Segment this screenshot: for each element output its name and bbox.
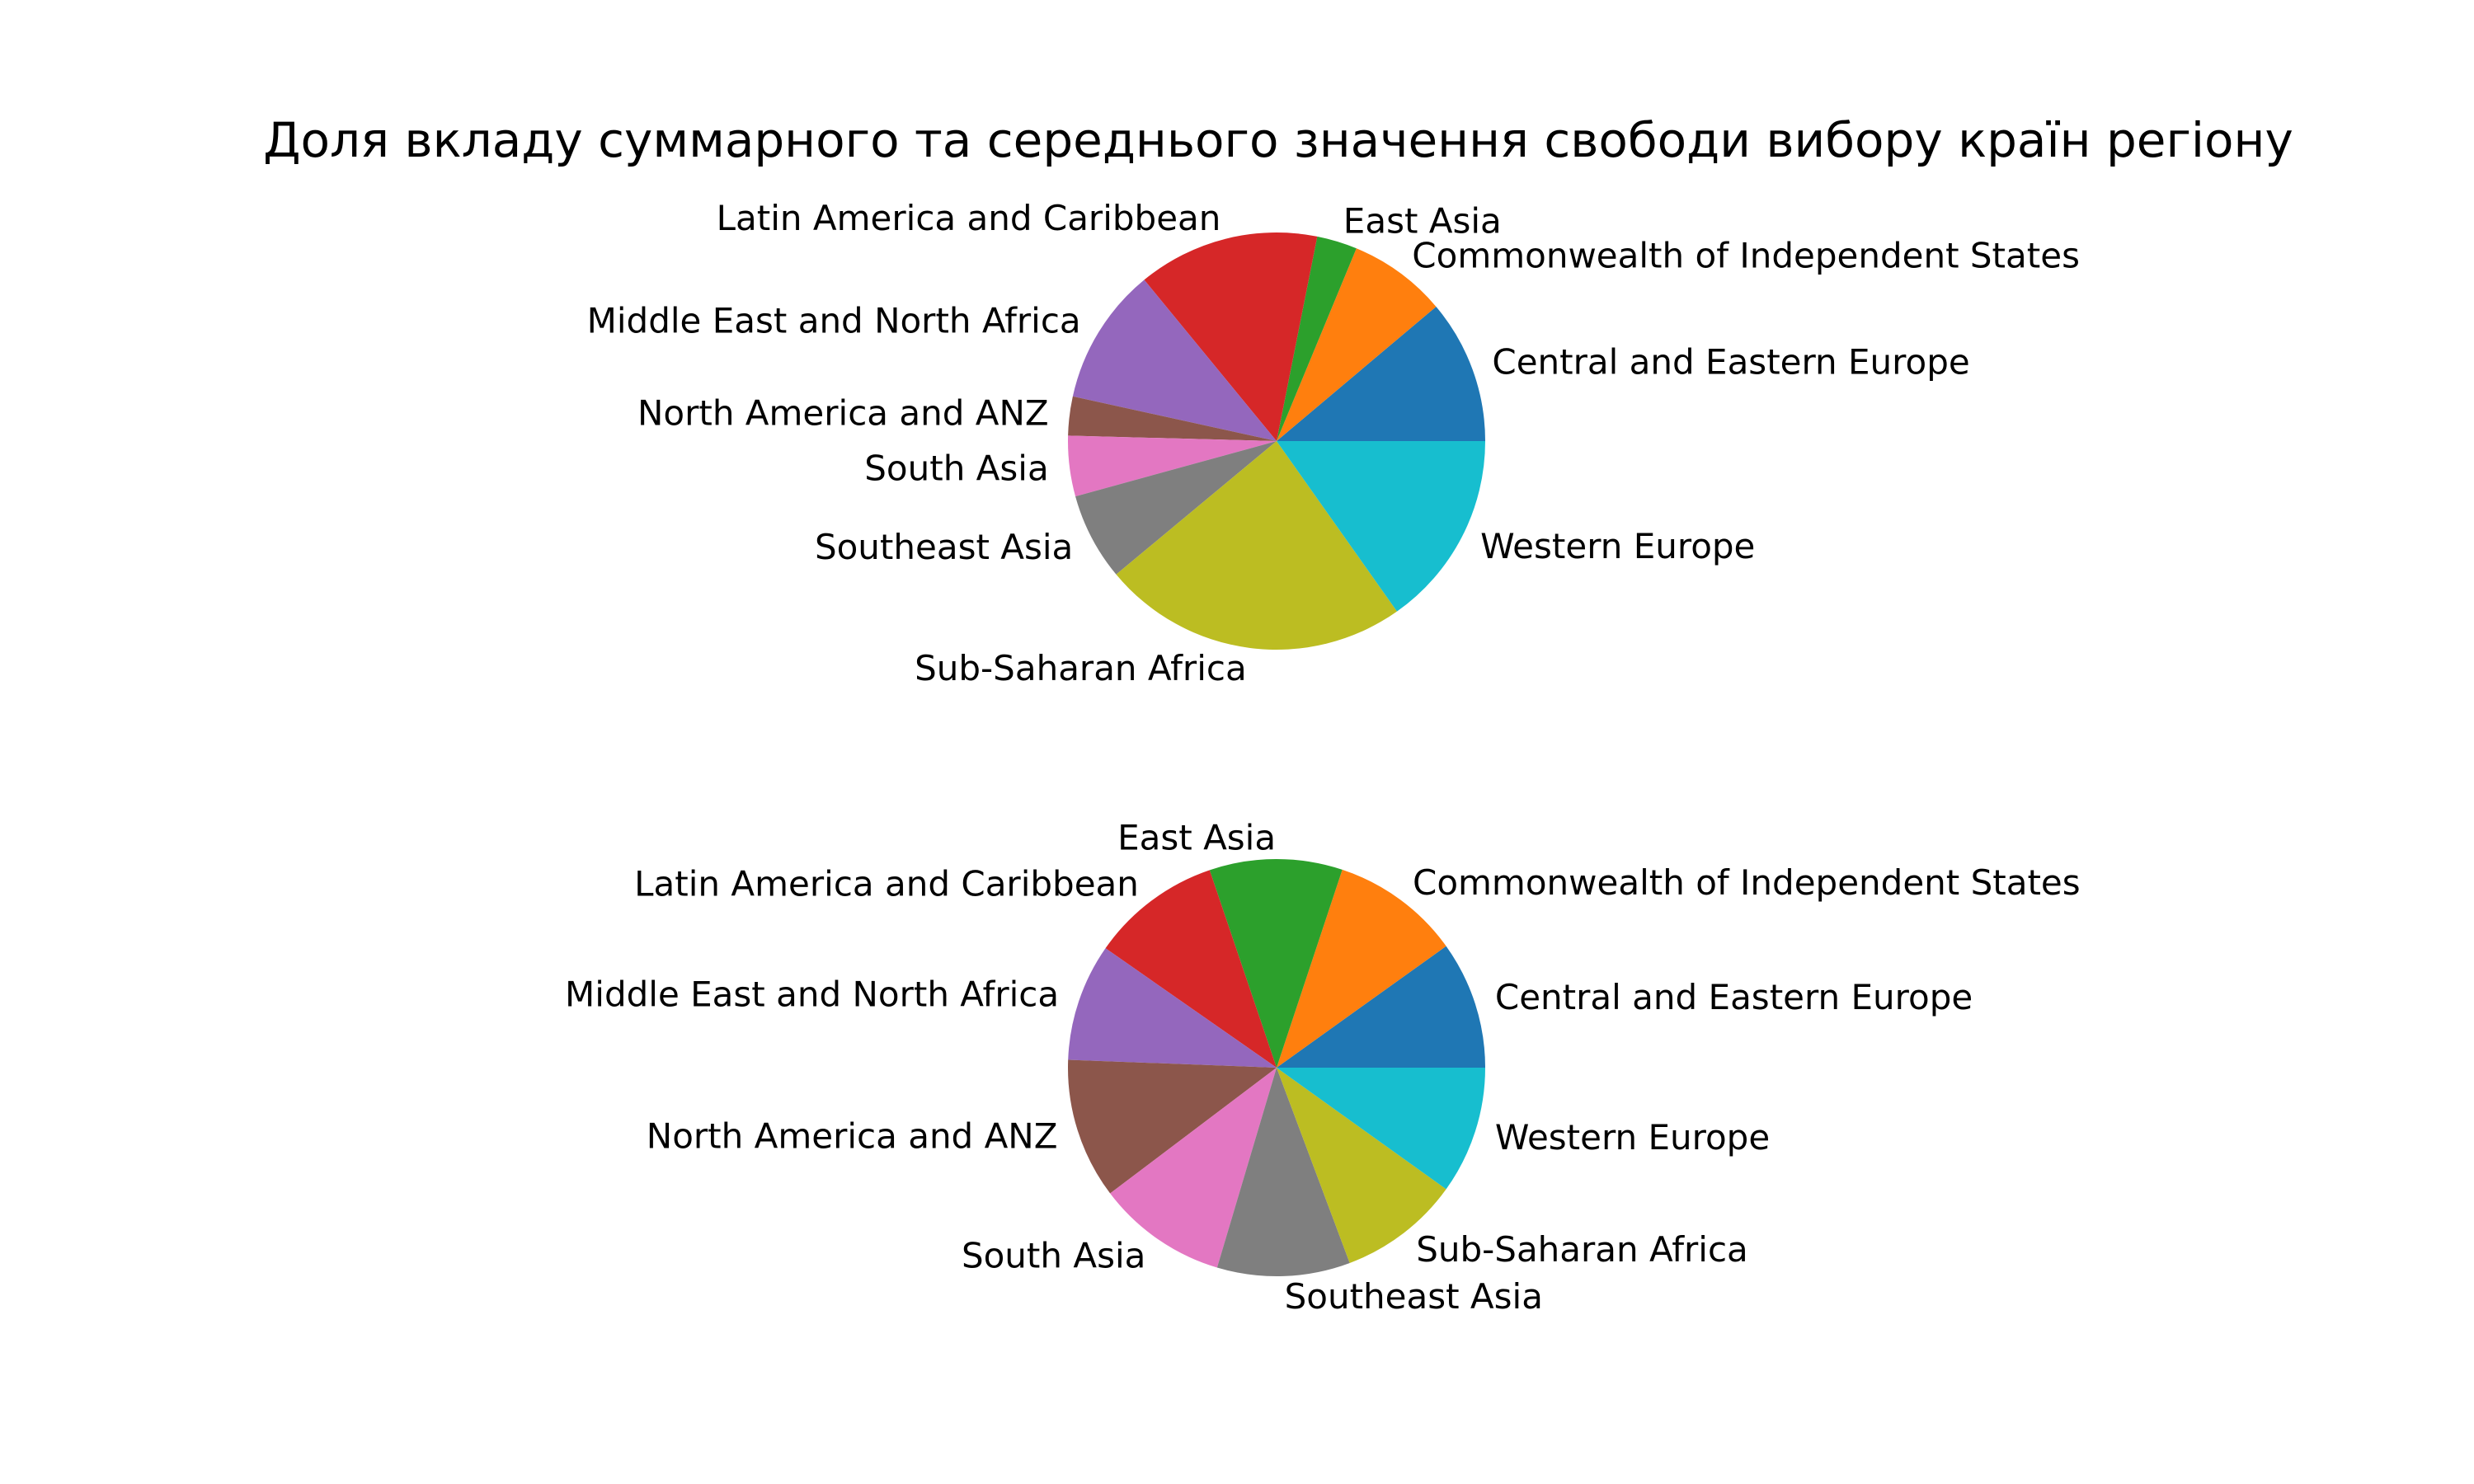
pie-chart-mean: Central and Eastern Europe Commonwealth o… xyxy=(565,818,2081,1317)
pie-label-north-america-and-anz: North America and ANZ xyxy=(637,392,1049,433)
pie-label-commonwealth-of-independent-states: Commonwealth of Independent States xyxy=(1412,235,2080,275)
pie-label-commonwealth-of-independent-states: Commonwealth of Independent States xyxy=(1413,862,2081,903)
pie-label-central-and-eastern-europe: Central and Eastern Europe xyxy=(1492,342,1969,383)
pie-slice-western-europe xyxy=(1277,441,1486,612)
pie-slice-middle-east-and-north-africa xyxy=(1068,948,1277,1068)
pie-label-north-america-and-anz: North America and ANZ xyxy=(647,1116,1058,1157)
pie-slice-east-asia xyxy=(1277,236,1357,441)
pie-slice-commonwealth-of-independent-states xyxy=(1277,248,1437,441)
pie-label-southeast-asia: Southeast Asia xyxy=(1285,1276,1543,1317)
pie-slice-east-asia xyxy=(1209,858,1343,1068)
pie-chart-total: Central and Eastern Europe Commonwealth o… xyxy=(587,198,2080,688)
pie-slice-southeast-asia xyxy=(1216,1068,1350,1277)
pie-label-south-asia: South Asia xyxy=(864,448,1048,489)
pie-slice-south-asia xyxy=(1110,1068,1277,1268)
pie-label-latin-america-and-caribbean: Latin America and Caribbean xyxy=(717,198,1221,238)
pie-slice-central-and-eastern-europe xyxy=(1277,306,1485,441)
pie-label-latin-america-and-caribbean: Latin America and Caribbean xyxy=(634,863,1139,904)
pie-label-southeast-asia: Southeast Asia xyxy=(815,527,1073,567)
pie-slice-sub-saharan-africa xyxy=(1116,441,1398,650)
pie-slice-latin-america-and-caribbean xyxy=(1144,232,1318,441)
pie-label-south-asia: South Asia xyxy=(962,1236,1145,1276)
pie-label-western-europe: Western Europe xyxy=(1495,1117,1770,1158)
pie-label-middle-east-and-north-africa: Middle East and North Africa xyxy=(565,974,1059,1015)
pie-slice-latin-america-and-caribbean xyxy=(1105,870,1277,1068)
pie-label-central-and-eastern-europe: Central and Eastern Europe xyxy=(1495,977,1973,1017)
chart-title: Доля вкладу суммарного та середнього зна… xyxy=(263,112,2293,168)
pie-label-east-asia: East Asia xyxy=(1343,201,1502,242)
pie-slice-middle-east-and-north-africa xyxy=(1072,279,1277,441)
pie-slice-sub-saharan-africa xyxy=(1277,1068,1446,1263)
pie-label-sub-saharan-africa: Sub-Saharan Africa xyxy=(915,648,1247,688)
pie-label-middle-east-and-north-africa: Middle East and North Africa xyxy=(587,301,1081,341)
pie-label-sub-saharan-africa: Sub-Saharan Africa xyxy=(1416,1229,1748,1270)
pie-slice-north-america-and-anz xyxy=(1068,1059,1277,1194)
pie-slice-south-asia xyxy=(1068,435,1277,497)
pie-slice-western-europe xyxy=(1277,1068,1485,1190)
pie-slice-north-america-and-anz xyxy=(1068,396,1277,441)
pie-slice-southeast-asia xyxy=(1075,441,1277,575)
pie-label-east-asia: East Asia xyxy=(1117,818,1276,858)
pie-label-western-europe: Western Europe xyxy=(1480,526,1755,566)
pie-slice-commonwealth-of-independent-states xyxy=(1277,869,1446,1068)
pie-slice-central-and-eastern-europe xyxy=(1277,946,1485,1068)
